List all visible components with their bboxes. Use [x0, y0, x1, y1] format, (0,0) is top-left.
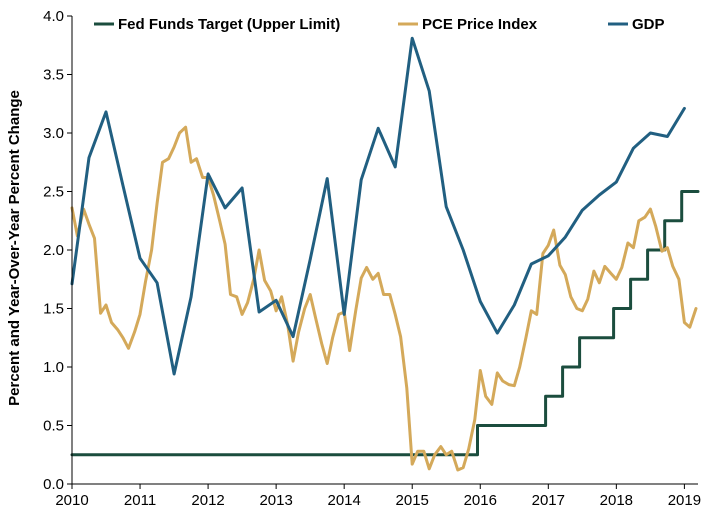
x-tick-label: 2017	[532, 492, 565, 509]
x-tick-label: 2015	[396, 492, 429, 509]
series-layer	[70, 36, 700, 472]
y-axis-ticks: 0.0 0.5 1.0 1.5 2.0 2.5 3.0 3.5 4.0	[43, 8, 72, 493]
x-tick-label: 2013	[259, 492, 292, 509]
y-tick-label: 3.0	[43, 125, 64, 142]
x-tick-label: 2019	[668, 492, 701, 509]
y-tick-label: 0.5	[43, 418, 64, 435]
y-tick-label: 0.0	[43, 476, 64, 493]
legend-label-fed-funds: Fed Funds Target (Upper Limit)	[118, 16, 340, 33]
x-tick-label: 2014	[327, 492, 360, 509]
legend-label-pce: PCE Price Index	[422, 16, 538, 33]
y-tick-label: 3.5	[43, 67, 64, 84]
y-axis-title: Percent and Year-Over-Year Percent Chang…	[6, 90, 23, 406]
series-line-gdp	[70, 36, 686, 376]
y-tick-label: 4.0	[43, 8, 64, 25]
series-line-fed-funds	[70, 190, 700, 457]
x-tick-label: 2011	[124, 492, 156, 509]
axes	[71, 16, 698, 485]
y-tick-label: 1.0	[43, 359, 64, 376]
x-tick-label: 2012	[191, 492, 224, 509]
y-tick-label: 1.5	[43, 301, 64, 318]
legend: Fed Funds Target (Upper Limit) PCE Price…	[94, 16, 665, 33]
legend-label-gdp: GDP	[632, 16, 665, 33]
x-tick-label: 2010	[55, 492, 88, 509]
x-tick-label: 2018	[600, 492, 633, 509]
x-axis-ticks: 2010 2011 2012 2013 2014 2015 2016 2017 2018 2019	[55, 484, 701, 509]
y-tick-label: 2.5	[43, 184, 64, 201]
series-line-pce	[70, 125, 698, 472]
y-tick-label: 2.0	[43, 242, 64, 259]
x-tick-label: 2016	[464, 492, 497, 509]
